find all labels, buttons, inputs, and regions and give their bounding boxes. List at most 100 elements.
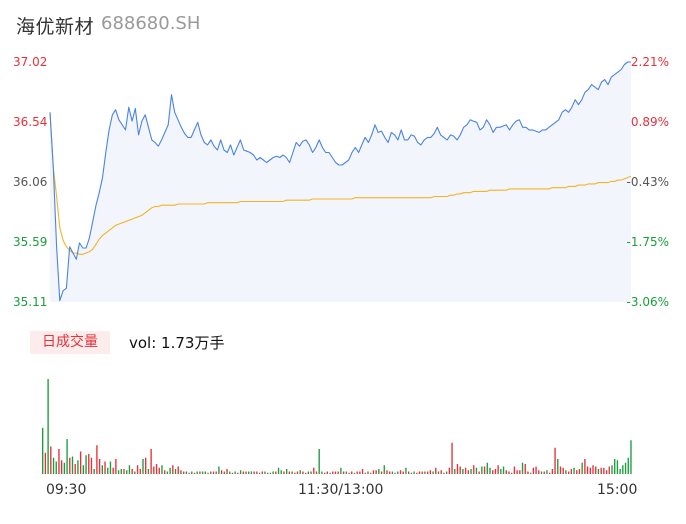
volume-bar — [93, 469, 95, 474]
volume-bar — [421, 471, 423, 474]
volume-bar — [307, 471, 310, 474]
volume-bar — [329, 472, 331, 474]
volume-bar — [532, 467, 535, 474]
volume-bar — [74, 464, 76, 474]
volume-bar — [334, 471, 337, 474]
price-tick-label: 36.06 — [13, 175, 48, 189]
volume-bar — [226, 469, 228, 474]
volume-bar — [258, 472, 261, 474]
volume-bar — [370, 472, 372, 474]
volume-bar — [361, 469, 364, 474]
volume-bar — [207, 472, 209, 474]
volume-bar — [454, 469, 456, 474]
volume-bar — [589, 467, 591, 474]
volume-bar — [573, 467, 575, 474]
volume-bar — [470, 469, 472, 474]
volume-bar — [215, 471, 217, 474]
volume-bar — [139, 469, 141, 474]
pct-tick-label: -3.06% — [626, 295, 669, 309]
volume-bar — [437, 471, 440, 474]
volume-bar — [584, 459, 586, 474]
volume-bar — [304, 472, 307, 474]
volume-bar — [394, 472, 396, 474]
volume-bar — [435, 467, 437, 474]
volume-bar — [576, 470, 578, 474]
volume-bar — [502, 466, 505, 474]
volume-bar — [548, 472, 551, 474]
volume-bar — [581, 462, 583, 474]
volume-bar — [166, 471, 169, 474]
volume-bar — [608, 466, 610, 474]
volume-bar — [44, 452, 47, 474]
volume-bar — [231, 472, 234, 474]
volume-bar — [66, 439, 68, 474]
volume-bar — [597, 469, 600, 474]
volume-bar — [147, 469, 150, 474]
volume-bar — [264, 471, 266, 474]
volume-bar — [220, 470, 223, 474]
volume-bar — [342, 471, 345, 474]
volume-bar — [182, 471, 185, 474]
volume-bar — [267, 472, 269, 474]
volume-bar — [524, 464, 526, 474]
volume-bar — [405, 467, 407, 474]
volume-bar — [551, 469, 554, 474]
price-tick-label: 36.54 — [13, 115, 48, 129]
volume-bar — [554, 447, 556, 474]
volume-bar — [605, 470, 608, 474]
volume-bar — [112, 467, 114, 474]
average-price-line — [49, 112, 632, 255]
volume-bar — [315, 471, 318, 474]
volume-bar — [595, 466, 597, 474]
volume-bar — [492, 470, 494, 474]
volume-bar — [310, 471, 312, 474]
volume-bar — [115, 459, 117, 474]
volume-bar — [535, 466, 537, 474]
volume-bar — [294, 472, 296, 474]
volume-bar — [402, 471, 404, 474]
volume-bar — [212, 471, 215, 474]
volume-bar — [285, 469, 288, 474]
volume-bar — [47, 379, 49, 474]
volume-bar — [519, 470, 521, 474]
volume-bar — [410, 472, 413, 474]
volume-bar — [229, 471, 231, 474]
pct-tick-label: 0.89% — [630, 115, 669, 129]
volume-bar — [52, 457, 55, 474]
volume-bar — [516, 470, 518, 474]
volume-bar — [326, 471, 329, 474]
volume-bar — [77, 460, 79, 474]
volume-bar — [429, 470, 432, 474]
volume-bar — [332, 471, 334, 474]
volume-bar — [337, 471, 339, 474]
volume-bar — [158, 467, 160, 474]
volume-bar — [55, 461, 57, 474]
volume-bar — [407, 471, 410, 474]
volume-bar — [245, 471, 247, 474]
volume-bar — [351, 471, 353, 474]
volume-bar — [567, 471, 570, 474]
x-tick-label: 09:30 — [46, 482, 87, 498]
volume-bar — [63, 462, 66, 474]
volume-bar — [494, 469, 497, 474]
volume-bar — [98, 459, 101, 474]
volume-bar — [104, 461, 106, 474]
volume-bar — [356, 471, 358, 474]
volume-bar — [497, 465, 499, 474]
volume-bar — [622, 465, 624, 474]
volume-bar — [445, 471, 448, 474]
volume-bar — [117, 470, 120, 474]
volume-bar — [280, 470, 282, 474]
volume-bar — [134, 471, 136, 474]
volume-bar — [323, 472, 326, 474]
volume-bar — [473, 465, 475, 474]
volume-bar — [88, 454, 90, 474]
stock-name: 海优新材 — [16, 16, 95, 38]
volume-bar — [543, 471, 545, 474]
volume-bar — [283, 471, 285, 474]
volume-bar — [242, 471, 244, 474]
volume-bar — [611, 465, 613, 474]
volume-bar — [42, 427, 44, 474]
volume-bar — [348, 472, 350, 474]
volume-bar — [188, 472, 190, 474]
